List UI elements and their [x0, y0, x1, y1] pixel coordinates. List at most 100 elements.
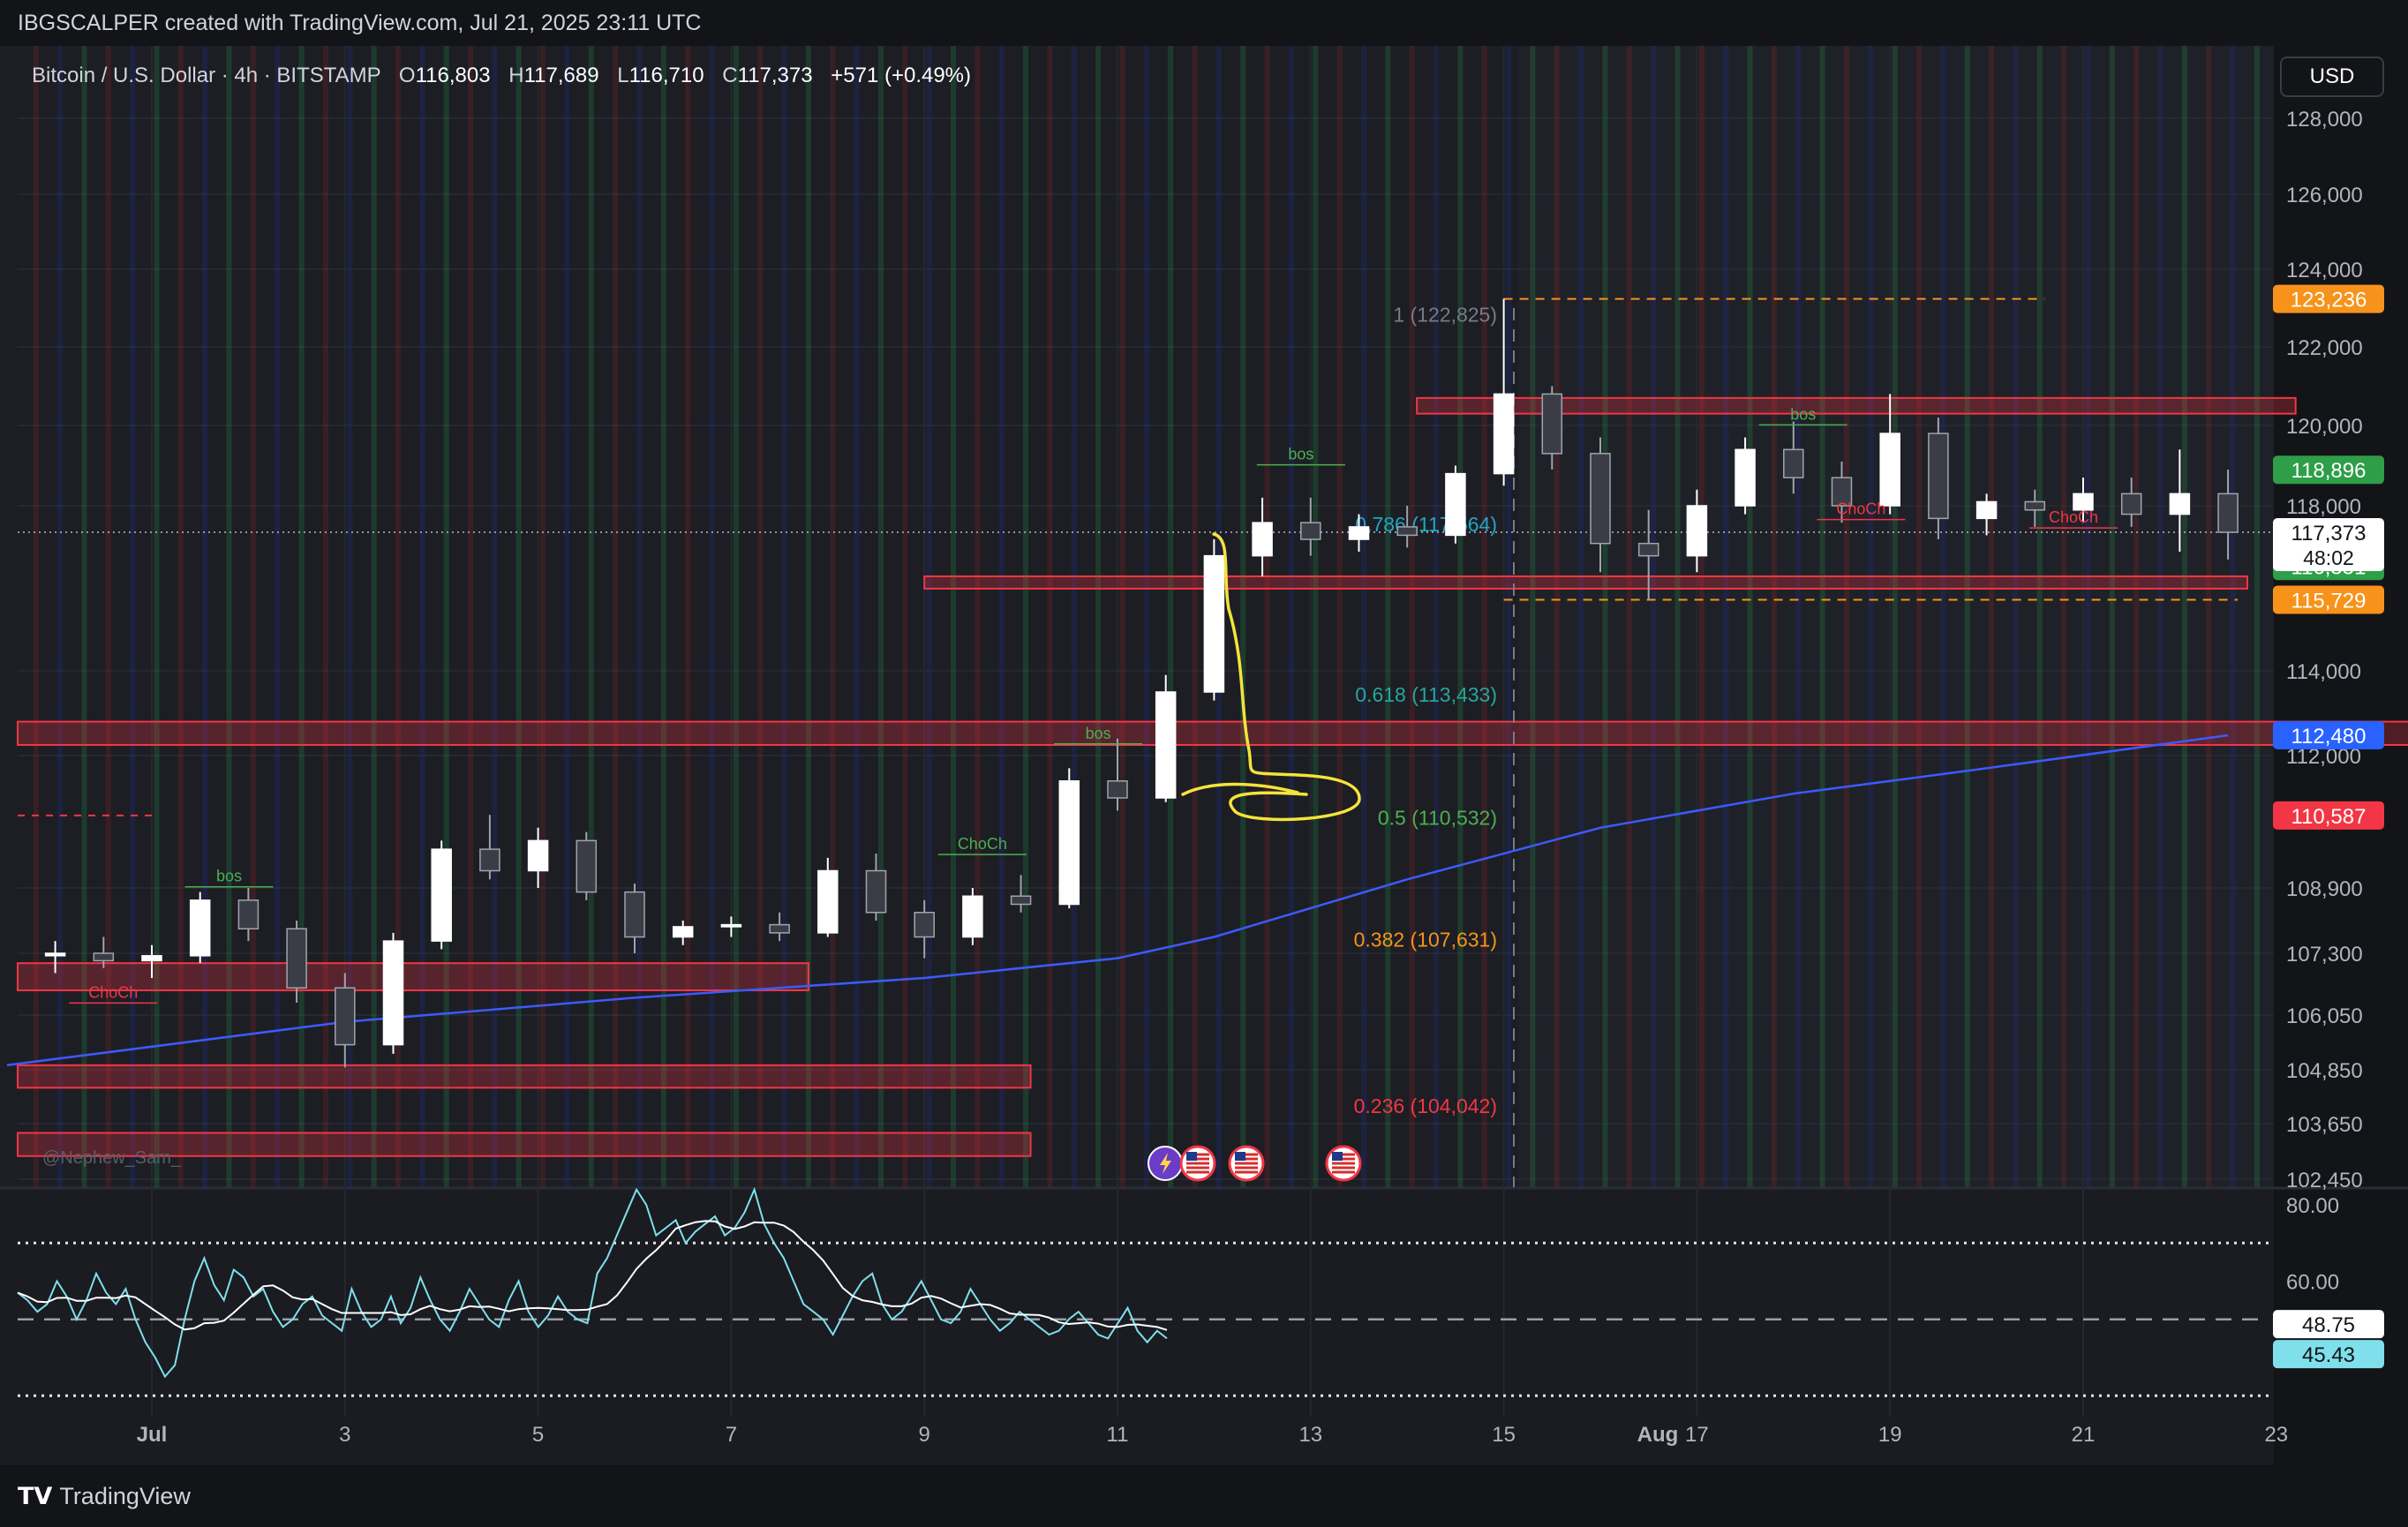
candle-body	[1541, 393, 1563, 455]
rsi-ma-line	[17, 1220, 1168, 1331]
session-band	[1554, 46, 1560, 1187]
structure-label: ChoCh	[958, 835, 1007, 853]
us-flag-stripe	[1235, 1170, 1258, 1174]
session-band	[1434, 46, 1440, 1187]
candle-body	[527, 839, 549, 872]
session-band	[515, 46, 522, 1187]
tradingview-brand[interactable]: 𝗧𝗩 TradingView	[18, 1483, 191, 1510]
footer-bar: 𝗧𝗩 TradingView	[0, 1465, 2408, 1527]
structure-label: ChoCh	[2049, 508, 2098, 526]
high-label: H	[508, 64, 524, 87]
session-band	[1795, 46, 1802, 1187]
rsi-ma-badge-bg	[2273, 1340, 2384, 1369]
session-band	[660, 46, 666, 1187]
price-tick-label: 104,850	[2286, 1059, 2363, 1083]
session-band	[130, 46, 136, 1187]
high-value: 117,689	[523, 64, 599, 87]
order-block-zone	[923, 575, 2248, 590]
session-band	[1940, 46, 1946, 1187]
price-badge: 123,236	[2291, 289, 2367, 312]
symbol-legend[interactable]: Bitcoin / U.S. Dollar · 4h · BITSTAMP O1…	[32, 64, 971, 88]
candle-body	[335, 987, 356, 1046]
currency-button[interactable]: USD	[2280, 56, 2384, 97]
rsi-value-badge-bg	[2273, 1310, 2384, 1339]
candle-body	[1637, 542, 1659, 557]
price-badge: 118,896	[2291, 459, 2367, 483]
session-band	[1843, 46, 1849, 1187]
price-tick-label: 114,000	[2286, 660, 2361, 684]
us-flag-stripe	[1186, 1170, 1209, 1174]
low-label: L	[617, 64, 629, 87]
time-tick-label: 19	[1878, 1423, 1902, 1447]
candle-body	[1445, 472, 1466, 537]
us-flag-stripe	[1186, 1166, 1209, 1170]
session-band	[1602, 46, 1608, 1187]
price-badge: 115,729	[2291, 590, 2367, 613]
price-chart[interactable]: 1 (122,825)0.786 (117,564)0.618 (113,433…	[0, 46, 2408, 1465]
price-badge-bg	[2273, 455, 2384, 485]
candle-body	[382, 940, 404, 1046]
session-band	[2157, 46, 2163, 1187]
session-band	[830, 46, 836, 1187]
price-badge: 110,587	[2291, 805, 2367, 829]
session-band	[226, 46, 232, 1187]
candle-body	[1831, 477, 1853, 507]
candle-body	[44, 952, 66, 957]
close-label: C	[722, 64, 738, 87]
session-band	[250, 46, 256, 1187]
price-badge-bg	[2273, 585, 2384, 614]
session-band	[1313, 46, 1319, 1187]
session-band	[492, 46, 498, 1187]
brand-label: TradingView	[59, 1483, 191, 1509]
price-tick-label: 124,000	[2286, 259, 2363, 282]
session-band	[951, 46, 957, 1187]
time-tick-label: 5	[532, 1423, 544, 1447]
candle-body	[189, 899, 211, 957]
us-flag-icon[interactable]	[1179, 1145, 1216, 1182]
candle-body	[1396, 526, 1418, 537]
session-band	[974, 46, 981, 1187]
session-band	[877, 46, 884, 1187]
session-band	[202, 46, 208, 1187]
candle-body	[720, 923, 742, 928]
session-band	[1336, 46, 1343, 1187]
session-band	[371, 46, 377, 1187]
us-flag-canton	[1235, 1152, 1245, 1161]
price-tick-label: 128,000	[2286, 108, 2363, 132]
lightning-icon[interactable]	[1148, 1146, 1183, 1181]
us-flag-stripe	[1332, 1170, 1355, 1174]
session-band	[1095, 46, 1102, 1187]
price-tick-label: 102,450	[2286, 1169, 2363, 1192]
us-flag-icon[interactable]	[1325, 1145, 1362, 1182]
time-tick-label: 9	[919, 1423, 930, 1447]
us-flag-icon[interactable]	[1228, 1145, 1265, 1182]
candle-body	[237, 899, 260, 929]
fib-level-label: 0.618 (113,433)	[1355, 683, 1497, 706]
time-tick-label: 21	[2072, 1423, 2096, 1447]
session-band	[105, 46, 111, 1187]
ema-line	[6, 733, 2229, 1067]
structure-label: bos	[1288, 446, 1313, 463]
candle-body	[431, 848, 452, 942]
session-band	[1698, 46, 1704, 1187]
price-tick-label: 120,000	[2286, 415, 2363, 439]
session-band	[2085, 46, 2091, 1187]
order-block-zone	[1416, 396, 2297, 415]
session-band	[1892, 46, 1898, 1187]
order-block-zone	[17, 720, 2408, 746]
price-tick-label: 103,650	[2286, 1113, 2363, 1137]
session-band	[1747, 46, 1753, 1187]
session-band	[468, 46, 474, 1187]
price-tick-label: 108,900	[2286, 877, 2363, 901]
session-band	[757, 46, 764, 1187]
us-flag-stripe	[1235, 1157, 1258, 1161]
candle-body	[1975, 500, 1998, 520]
rsi-pane-background	[0, 1187, 2408, 1465]
price-tick-label: 106,050	[2286, 1004, 2363, 1028]
price-tick-label: 126,000	[2286, 184, 2363, 207]
session-band	[1288, 46, 1294, 1187]
session-band	[275, 46, 281, 1187]
candle-body	[141, 955, 162, 962]
us-flag-stripe	[1235, 1162, 1258, 1165]
price-badge: 112,480	[2291, 725, 2367, 748]
